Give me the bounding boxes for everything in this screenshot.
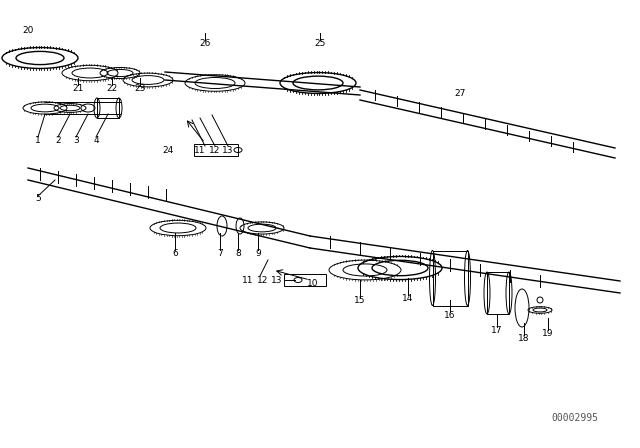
Text: 5: 5 (35, 194, 41, 202)
Text: 7: 7 (217, 249, 223, 258)
Text: 25: 25 (314, 39, 326, 47)
Text: 12: 12 (209, 146, 221, 155)
Text: 18: 18 (518, 333, 530, 343)
Text: 13: 13 (271, 276, 283, 284)
Text: 22: 22 (106, 83, 118, 92)
Text: 26: 26 (199, 39, 211, 47)
Text: 19: 19 (542, 328, 554, 337)
Text: 6: 6 (172, 249, 178, 258)
Text: 9: 9 (255, 249, 261, 258)
Bar (97, 98, 119, 118)
Text: 10: 10 (307, 279, 319, 288)
Bar (433, 250, 467, 306)
Text: 15: 15 (355, 296, 365, 305)
Text: 16: 16 (444, 310, 456, 319)
Text: 2: 2 (55, 135, 61, 145)
Text: 24: 24 (163, 146, 173, 155)
Bar (487, 272, 509, 314)
Text: 12: 12 (257, 276, 269, 284)
Text: 11: 11 (195, 146, 205, 155)
Text: 21: 21 (72, 83, 84, 92)
Text: 17: 17 (492, 326, 503, 335)
Text: 27: 27 (454, 89, 466, 98)
Text: 14: 14 (403, 293, 413, 302)
Text: 3: 3 (73, 135, 79, 145)
Text: 1: 1 (35, 135, 41, 145)
Text: 23: 23 (134, 83, 146, 92)
Text: 20: 20 (22, 26, 34, 34)
Text: 8: 8 (235, 249, 241, 258)
Text: 13: 13 (222, 146, 234, 155)
Text: 11: 11 (243, 276, 253, 284)
Text: 4: 4 (93, 135, 99, 145)
Text: 00002995: 00002995 (552, 413, 598, 423)
